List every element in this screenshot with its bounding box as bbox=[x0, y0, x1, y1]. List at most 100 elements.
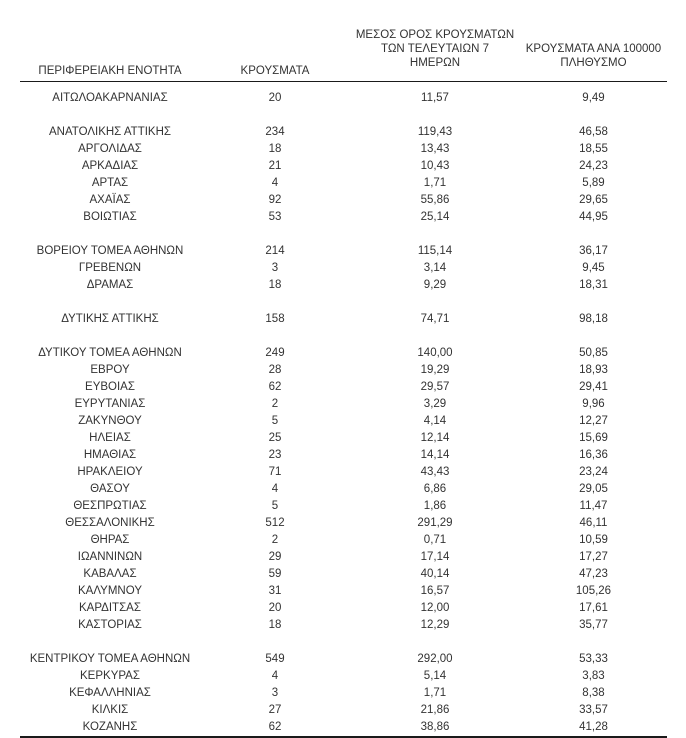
cell-avg7: 17,14 bbox=[420, 551, 450, 563]
cell-avg7: 25,14 bbox=[420, 211, 450, 223]
cell-per100k: 24,23 bbox=[579, 160, 608, 172]
cell-avg7: 38,86 bbox=[420, 721, 450, 733]
cell-avg7: 29,57 bbox=[420, 381, 450, 393]
cell-per100k: 9,45 bbox=[582, 262, 605, 274]
cell-region: ΘΕΣΠΡΩΤΙΑΣ bbox=[73, 500, 147, 512]
cell-region: ΑΧΑΪΑΣ bbox=[89, 194, 131, 206]
cell-region: ΘΕΣΣΑΛΟΝΙΚΗΣ bbox=[65, 517, 155, 529]
cell-per100k: 18,93 bbox=[579, 364, 608, 376]
cell-cases: 62 bbox=[268, 381, 282, 393]
cell-region: ΚΑΛΥΜΝΟΥ bbox=[78, 585, 142, 597]
table-header: ΠΕΡΙΦΕΡΕΙΑΚΗ ΕΝΟΤΗΤΑ ΚΡΟΥΣΜΑΤΑ ΜΕΣΟΣ ΟΡΟ… bbox=[20, 8, 667, 82]
cell-region: ΚΕΝΤΡΙΚΟΥ ΤΟΜΕΑ ΑΘΗΝΩΝ bbox=[29, 653, 191, 665]
table-row: ΖΑΚΥΝΘΟΥ 5 4,14 12,27 bbox=[20, 413, 667, 430]
cell-cases: 512 bbox=[265, 517, 285, 529]
cases-by-region-table: ΠΕΡΙΦΕΡΕΙΑΚΗ ΕΝΟΤΗΤΑ ΚΡΟΥΣΜΑΤΑ ΜΕΣΟΣ ΟΡΟ… bbox=[20, 8, 667, 738]
column-header-cases: ΚΡΟΥΣΜΑΤΑ bbox=[200, 8, 350, 82]
cell-cases: 23 bbox=[268, 449, 282, 461]
spacer-cell bbox=[20, 328, 667, 345]
cell-region: ΗΛΕΙΑΣ bbox=[89, 432, 131, 444]
cell-cases: 27 bbox=[268, 704, 282, 716]
cell-avg7: 9,29 bbox=[423, 279, 447, 291]
cell-avg7: 12,29 bbox=[420, 619, 450, 631]
cell-per100k: 9,49 bbox=[582, 92, 605, 104]
cell-avg7: 19,29 bbox=[420, 364, 450, 376]
cell-cases: 53 bbox=[268, 211, 282, 223]
cell-per100k: 29,05 bbox=[579, 483, 608, 495]
table-row: ΚΕΡΚΥΡΑΣ 4 5,14 3,83 bbox=[20, 668, 667, 685]
cell-avg7: 5,14 bbox=[423, 670, 447, 682]
cell-per100k: 29,41 bbox=[579, 381, 608, 393]
cell-region: ΒΟΡΕΙΟΥ ΤΟΜΕΑ ΑΘΗΝΩΝ bbox=[36, 245, 184, 257]
cell-avg7: 12,00 bbox=[420, 602, 450, 614]
column-header-per100k: ΚΡΟΥΣΜΑΤΑ ΑΝΑ 100000 ΠΛΗΘΥΣΜΟ bbox=[520, 8, 667, 82]
cell-cases: 3 bbox=[271, 262, 279, 274]
spacer-cell bbox=[20, 294, 667, 311]
cell-cases: 31 bbox=[268, 585, 282, 597]
cell-cases: 4 bbox=[271, 483, 279, 495]
cell-per100k: 8,38 bbox=[582, 687, 605, 699]
cell-region: ΚΑΒΑΛΑΣ bbox=[83, 568, 137, 580]
cell-region: ΕΒΡΟΥ bbox=[90, 364, 130, 376]
cell-avg7: 1,86 bbox=[423, 500, 447, 512]
cell-cases: 25 bbox=[268, 432, 282, 444]
cell-region: ΗΜΑΘΙΑΣ bbox=[83, 449, 137, 461]
table-row: ΘΑΣΟΥ 4 6,86 29,05 bbox=[20, 481, 667, 498]
cell-avg7: 13,43 bbox=[420, 143, 450, 155]
table-row: ΑΡΓΟΛΙΔΑΣ 18 13,43 18,55 bbox=[20, 141, 667, 158]
cell-region: ΚΙΛΚΙΣ bbox=[91, 704, 129, 716]
cell-region: ΓΡΕΒΕΝΩΝ bbox=[78, 262, 142, 274]
cell-per100k: 29,65 bbox=[579, 194, 608, 206]
table-row: ΚΑΡΔΙΤΣΑΣ 20 12,00 17,61 bbox=[20, 600, 667, 617]
cell-per100k: 46,11 bbox=[579, 517, 608, 529]
cell-region: ΚΕΡΚΥΡΑΣ bbox=[80, 670, 140, 682]
cell-cases: 62 bbox=[268, 721, 282, 733]
cell-cases: 214 bbox=[265, 245, 285, 257]
cell-avg7: 4,14 bbox=[423, 415, 447, 427]
cell-avg7: 55,86 bbox=[420, 194, 450, 206]
cell-cases: 21 bbox=[268, 160, 282, 172]
table-row: ΕΥΒΟΙΑΣ 62 29,57 29,41 bbox=[20, 379, 667, 396]
cell-region: ΚΟΖΑΝΗΣ bbox=[82, 721, 138, 733]
spacer-cell bbox=[20, 107, 667, 124]
cell-cases: 18 bbox=[268, 143, 282, 155]
cell-region: ΑΡΚΑΔΙΑΣ bbox=[81, 160, 139, 172]
table-row: ΔΡΑΜΑΣ 18 9,29 18,31 bbox=[20, 277, 667, 294]
cell-per100k: 5,89 bbox=[582, 177, 605, 189]
cell-avg7: 21,86 bbox=[420, 704, 450, 716]
cell-per100k: 35,77 bbox=[579, 619, 608, 631]
cell-per100k: 105,26 bbox=[575, 585, 612, 597]
cell-cases: 71 bbox=[268, 466, 282, 478]
cell-avg7: 3,14 bbox=[423, 262, 447, 274]
cell-region: ΚΕΦΑΛΛΗΝΙΑΣ bbox=[69, 687, 151, 699]
cell-per100k: 44,95 bbox=[579, 211, 608, 223]
cell-per100k: 18,31 bbox=[579, 279, 608, 291]
table-row: ΔΥΤΙΚΟΥ ΤΟΜΕΑ ΑΘΗΝΩΝ 249 140,00 50,85 bbox=[20, 345, 667, 362]
cell-per100k: 16,36 bbox=[579, 449, 608, 461]
table-row: ΑΡΤΑΣ 4 1,71 5,89 bbox=[20, 175, 667, 192]
table-row: ΒΟΙΩΤΙΑΣ 53 25,14 44,95 bbox=[20, 209, 667, 226]
cell-region: ΘΑΣΟΥ bbox=[90, 483, 130, 495]
table-row: ΚΕΝΤΡΙΚΟΥ ΤΟΜΕΑ ΑΘΗΝΩΝ 549 292,00 53,33 bbox=[20, 651, 667, 668]
table-row: ΗΡΑΚΛΕΙΟΥ 71 43,43 23,24 bbox=[20, 464, 667, 481]
cell-per100k: 15,69 bbox=[579, 432, 608, 444]
cell-region: ΑΝΑΤΟΛΙΚΗΣ ΑΤΤΙΚΗΣ bbox=[48, 126, 171, 138]
cell-avg7: 3,29 bbox=[423, 398, 447, 410]
cell-cases: 28 bbox=[268, 364, 282, 376]
table-row: ΘΕΣΣΑΛΟΝΙΚΗΣ 512 291,29 46,11 bbox=[20, 515, 667, 532]
table-row: ΑΝΑΤΟΛΙΚΗΣ ΑΤΤΙΚΗΣ 234 119,43 46,58 bbox=[20, 124, 667, 141]
cell-per100k: 17,27 bbox=[579, 551, 608, 563]
cell-cases: 20 bbox=[268, 92, 282, 104]
cell-region: ΘΗΡΑΣ bbox=[90, 534, 130, 546]
cell-avg7: 74,71 bbox=[420, 313, 450, 325]
header-row: ΠΕΡΙΦΕΡΕΙΑΚΗ ΕΝΟΤΗΤΑ ΚΡΟΥΣΜΑΤΑ ΜΕΣΟΣ ΟΡΟ… bbox=[20, 8, 667, 82]
cell-avg7: 140,00 bbox=[417, 347, 453, 359]
cell-avg7: 115,14 bbox=[417, 245, 453, 257]
cell-avg7: 119,43 bbox=[417, 126, 453, 138]
cell-per100k: 9,96 bbox=[582, 398, 605, 410]
cell-per100k: 12,27 bbox=[579, 415, 608, 427]
table-row: ΓΡΕΒΕΝΩΝ 3 3,14 9,45 bbox=[20, 260, 667, 277]
table-row: ΘΗΡΑΣ 2 0,71 10,59 bbox=[20, 532, 667, 549]
table-row: ΚΑΒΑΛΑΣ 59 40,14 47,23 bbox=[20, 566, 667, 583]
